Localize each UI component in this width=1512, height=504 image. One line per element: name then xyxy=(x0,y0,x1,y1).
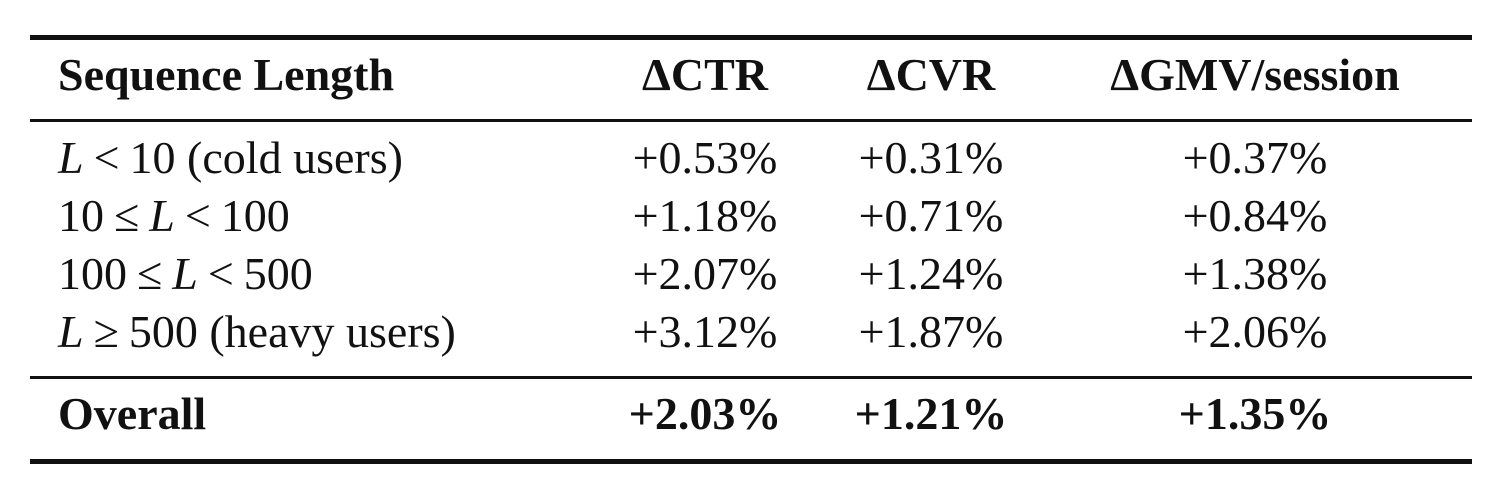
total-cvr-value: +1.21% xyxy=(854,388,1008,439)
less-than-sign: < xyxy=(93,132,120,183)
upper-bound: 100 xyxy=(220,190,290,241)
header-delta-gmv-session: ΔGMV/session xyxy=(1110,49,1400,100)
header-delta-cvr: ΔCVR xyxy=(866,49,996,100)
row-label: 100 ≤ L <500 xyxy=(58,244,313,304)
row-note: (heavy users) xyxy=(209,306,456,357)
table-row: L ≥500 (heavy users) +3.12% +1.87% +2.06% xyxy=(0,302,1512,362)
header-row: Sequence Length ΔCTR ΔCVR ΔGMV/session xyxy=(0,45,1512,105)
lower-bound: 100 xyxy=(58,248,127,299)
ctr-value: +2.07% xyxy=(632,248,778,299)
row-label: L ≥500 (heavy users) xyxy=(58,302,456,362)
less-than-sign: < xyxy=(184,190,211,241)
var-l: L xyxy=(149,190,175,241)
table-row: 10 ≤ L <100 +1.18% +0.71% +0.84% xyxy=(0,186,1512,246)
row-label: 10 ≤ L <100 xyxy=(58,186,290,246)
bottom-rule xyxy=(30,459,1472,464)
cvr-value: +1.87% xyxy=(858,306,1004,357)
row-note: (cold users) xyxy=(187,132,403,183)
ctr-value: +0.53% xyxy=(632,132,778,183)
gmv-value: +0.84% xyxy=(1182,190,1328,241)
header-delta-ctr: ΔCTR xyxy=(642,49,768,100)
ctr-value: +3.12% xyxy=(632,306,778,357)
bound-value: 500 xyxy=(128,306,198,357)
upper-bound: 500 xyxy=(243,248,313,299)
var-l: L xyxy=(58,132,84,183)
var-l: L xyxy=(58,306,84,357)
table-row: 100 ≤ L <500 +2.07% +1.24% +1.38% xyxy=(0,244,1512,304)
less-than-sign: < xyxy=(207,248,234,299)
header-rule xyxy=(30,119,1472,122)
cvr-value: +1.24% xyxy=(858,248,1004,299)
total-rule xyxy=(30,376,1472,379)
cvr-value: +0.71% xyxy=(858,190,1004,241)
top-rule xyxy=(30,35,1472,40)
geq-sign: ≥ xyxy=(93,306,119,357)
ctr-value: +1.18% xyxy=(632,190,778,241)
gmv-value: +0.37% xyxy=(1182,132,1328,183)
gmv-value: +1.38% xyxy=(1182,248,1328,299)
header-sequence-length: Sequence Length xyxy=(58,49,395,100)
bound-value: 10 xyxy=(129,132,176,183)
total-row: Overall +2.03% +1.21% +1.35% xyxy=(0,384,1512,444)
var-l: L xyxy=(172,248,198,299)
leq-sign: ≤ xyxy=(137,248,163,299)
total-label: Overall xyxy=(58,388,207,439)
row-label: L <10 (cold users) xyxy=(58,128,403,188)
leq-sign: ≤ xyxy=(114,190,140,241)
gmv-value: +2.06% xyxy=(1182,306,1328,357)
total-gmv-value: +1.35% xyxy=(1178,388,1332,439)
cvr-value: +0.31% xyxy=(858,132,1004,183)
total-ctr-value: +2.03% xyxy=(628,388,782,439)
table-row: L <10 (cold users) +0.53% +0.31% +0.37% xyxy=(0,128,1512,188)
lower-bound: 10 xyxy=(58,190,104,241)
